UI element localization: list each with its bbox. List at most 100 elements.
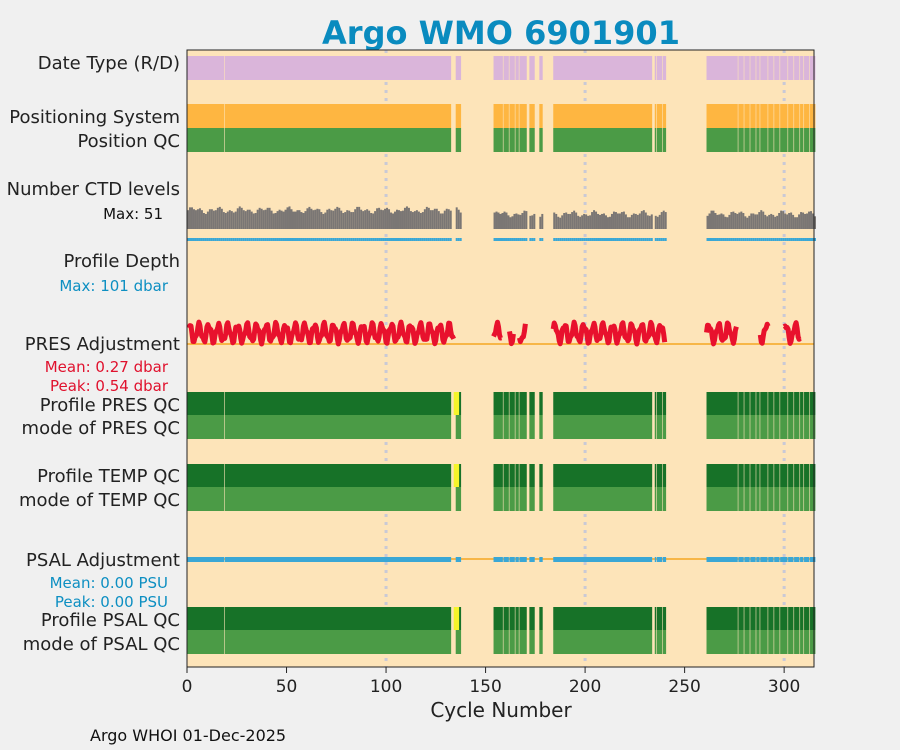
psal-adjustment-bar xyxy=(706,557,738,562)
profile-depth-bar xyxy=(362,238,365,241)
profile-depth-bar xyxy=(622,238,625,241)
positioning-system-bar xyxy=(493,104,503,128)
ctd-levels-bar xyxy=(752,213,755,229)
profile-depth-bar xyxy=(634,238,637,241)
profile-depth-bar xyxy=(228,238,231,241)
date-type-bar xyxy=(187,56,225,80)
positioning-system-bar xyxy=(738,104,744,128)
profile-depth-bar xyxy=(188,238,191,241)
pres-profile-qc-bar xyxy=(503,392,509,415)
profile-depth-bar xyxy=(322,238,325,241)
profile-depth-bar xyxy=(366,238,369,241)
plot-background xyxy=(187,50,814,667)
profile-depth-bar xyxy=(660,238,663,241)
profile-depth-bar xyxy=(593,238,596,241)
temp-profile-qc-bar xyxy=(539,464,543,487)
ctd-levels-bar xyxy=(392,213,395,229)
positioning-system-bar xyxy=(760,104,768,128)
ctd-levels-bar xyxy=(352,212,355,229)
profile-depth-bar xyxy=(344,238,347,241)
ctd-levels-bar xyxy=(497,212,500,229)
temp-profile-qc-bar xyxy=(774,464,780,487)
profile-depth-bar xyxy=(443,238,446,241)
label-psal-adjustment: PSAL Adjustment xyxy=(26,550,180,571)
ctd-levels-bar xyxy=(254,213,257,229)
label-mode-temp-qc: mode of TEMP QC xyxy=(19,490,180,511)
ctd-levels-bar xyxy=(399,211,402,229)
psal-profile-qc-bar xyxy=(774,607,780,630)
ctd-levels-bar xyxy=(276,211,279,229)
profile-depth-bar xyxy=(591,238,594,241)
profile-depth-bar xyxy=(523,238,526,241)
ctd-levels-bar xyxy=(501,213,504,229)
row-labels: Date Type (R/D) Positioning System Posit… xyxy=(7,53,180,655)
ctd-levels-bar xyxy=(318,209,321,229)
psal-adjustment-bar xyxy=(750,557,756,562)
profile-depth-bar xyxy=(390,238,393,241)
profile-depth-bar xyxy=(624,238,627,241)
profile-depth-bar xyxy=(376,238,379,241)
ctd-levels-bar xyxy=(654,215,657,229)
x-tick-label: 300 xyxy=(768,677,800,697)
ctd-levels-bar xyxy=(606,217,609,229)
temp-profile-qc-bar xyxy=(656,464,663,487)
chart-title: Argo WMO 6901901 xyxy=(322,14,680,52)
temp-profile-qc-bar xyxy=(529,464,535,487)
profile-depth-bar xyxy=(222,238,225,241)
profile-depth-bar xyxy=(374,238,377,241)
ctd-levels-bar xyxy=(581,215,584,229)
psal-mode-qc-bar xyxy=(662,630,667,654)
psal-profile-qc-bar xyxy=(662,607,667,630)
profile-depth-bar xyxy=(509,238,512,241)
pres-adjustment-series xyxy=(186,319,456,347)
profile-depth-bar xyxy=(449,238,452,241)
profile-depth-bar xyxy=(248,238,251,241)
profile-depth-bar xyxy=(497,238,500,241)
ctd-levels-bar xyxy=(573,210,576,229)
ctd-levels-bar xyxy=(250,211,253,229)
positioning-system-bar xyxy=(750,104,756,128)
positioning-system-bar xyxy=(662,104,667,128)
profile-depth-bar xyxy=(519,238,522,241)
ctd-levels-bar xyxy=(226,211,229,229)
psal-mode-qc-bar xyxy=(800,630,804,654)
ctd-levels-bar xyxy=(192,209,195,229)
profile-depth-bar xyxy=(648,238,651,241)
profile-depth-bar xyxy=(525,238,528,241)
psal-mode-qc-bar xyxy=(744,630,750,654)
ctd-levels-bar xyxy=(614,212,617,229)
positioning-system-bar xyxy=(455,104,462,128)
ctd-levels-bar xyxy=(396,209,398,229)
temp-profile-qc-bar xyxy=(788,464,794,487)
ctd-levels-bar xyxy=(648,215,651,229)
positioning-system-bar xyxy=(800,104,804,128)
pres-profile-qc-bar xyxy=(738,392,744,415)
position-qc-bar xyxy=(756,128,760,152)
ctd-levels-bar xyxy=(618,213,621,229)
temp-profile-qc-bar xyxy=(662,464,667,487)
position-qc-bar xyxy=(706,128,738,152)
psal-profile-qc-bar xyxy=(224,607,452,630)
ctd-levels-bar xyxy=(244,211,247,229)
ctd-levels-bar xyxy=(632,213,635,229)
profile-depth-bar xyxy=(720,238,723,241)
profile-depth-bar xyxy=(654,238,657,241)
profile-depth-bar xyxy=(786,238,789,241)
positioning-system-bar xyxy=(509,104,515,128)
ctd-levels-bar xyxy=(638,213,641,229)
profile-depth-bar xyxy=(300,238,303,241)
profile-depth-bar xyxy=(258,238,261,241)
ctd-levels-bar xyxy=(300,212,303,229)
ctd-levels-bar xyxy=(662,210,665,229)
profile-depth-bar xyxy=(350,238,353,241)
date-type-bar xyxy=(794,56,800,80)
profile-depth-bar xyxy=(455,238,458,241)
label-pres-peak: Peak: 0.54 dbar xyxy=(50,377,169,395)
psal-profile-qc-bar xyxy=(539,607,543,630)
ctd-levels-bar xyxy=(716,214,719,229)
psal-mode-qc-bar xyxy=(774,630,780,654)
date-type-bar xyxy=(515,56,519,80)
label-depth-max: Max: 101 dbar xyxy=(59,277,168,295)
profile-depth-bar xyxy=(605,238,607,241)
profile-depth-bar xyxy=(788,238,791,241)
